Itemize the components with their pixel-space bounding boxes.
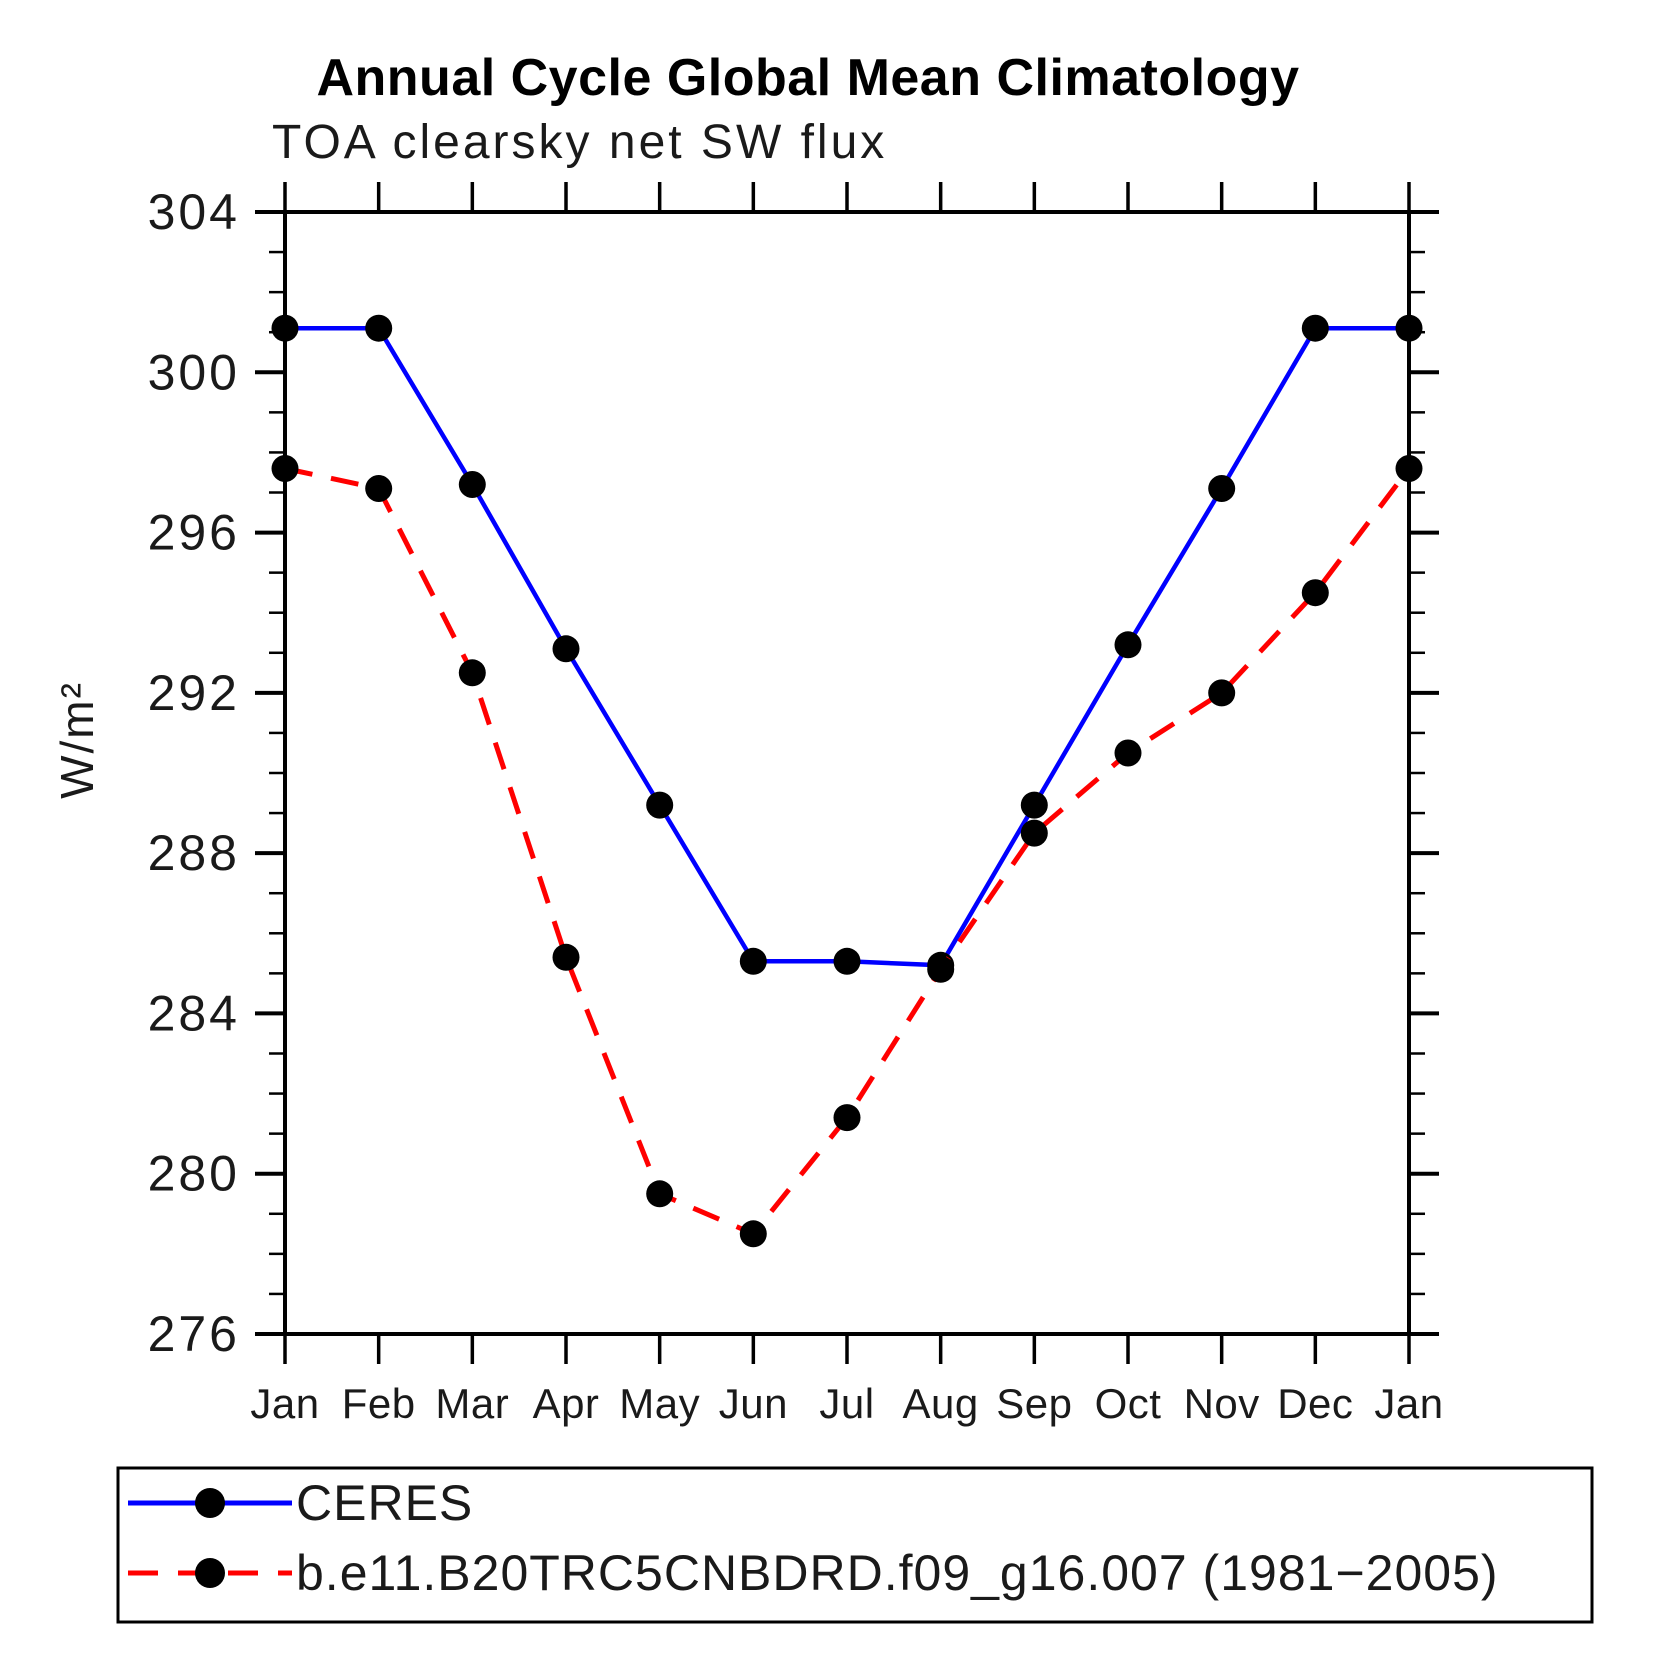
legend: CERES b.e11.B20TRC5CNBDRD.f09_g16.007 (1… [116, 1466, 1594, 1624]
y-tick-label: 280 [148, 1146, 240, 1202]
series-0-marker [1301, 314, 1329, 342]
x-tick-label: Jan [250, 1380, 319, 1427]
chart-subtitle: TOA clearsky net SW flux [272, 116, 887, 169]
x-tick-label: Jan [1374, 1380, 1443, 1427]
series-1-marker [1020, 819, 1048, 847]
series-0-marker [646, 791, 674, 819]
y-tick-label: 284 [148, 985, 240, 1041]
series-line-0 [285, 325, 1409, 968]
series-0-marker [271, 314, 299, 342]
series-0-marker [739, 947, 767, 975]
x-tick-label: Feb [342, 1380, 416, 1427]
y-axis-label: W/m² [51, 681, 103, 799]
series-1-marker [927, 955, 955, 983]
series-0-marker [1114, 631, 1142, 659]
y-tick-label: 296 [148, 505, 240, 561]
legend-box [116, 1466, 1594, 1624]
y-tick-label: 300 [148, 344, 240, 400]
series-0-marker [1395, 314, 1423, 342]
series-0-marker [1208, 475, 1236, 502]
x-tick-label: May [619, 1380, 700, 1427]
chart-title: Annual Cycle Global Mean Climatology [316, 49, 1299, 107]
y-tick-label: 288 [148, 825, 240, 881]
series-0-marker [1020, 791, 1048, 819]
x-tick-label: Oct [1095, 1380, 1162, 1427]
series-1-marker [1208, 679, 1236, 707]
x-tick-label: Nov [1184, 1380, 1260, 1427]
y-tick-label: 292 [148, 665, 240, 721]
y-tick-label: 276 [148, 1306, 240, 1362]
x-tick-label: Aug [903, 1380, 979, 1427]
series-0-marker [365, 314, 393, 342]
data-series [271, 314, 1423, 1248]
series-0-marker [833, 947, 861, 975]
x-tick-label: Mar [435, 1380, 509, 1427]
series-1-marker [552, 943, 580, 971]
legend-label-model: b.e11.B20TRC5CNBDRD.f09_g16.007 (1981−20… [296, 1545, 1499, 1601]
x-tick-label: Sep [996, 1380, 1072, 1427]
series-1-marker [271, 455, 299, 482]
series-1-marker [739, 1220, 767, 1248]
x-tick-label: Dec [1277, 1380, 1353, 1427]
series-0-marker [458, 471, 486, 498]
legend-marker-ceres [195, 1488, 225, 1518]
series-1-marker [646, 1180, 674, 1208]
x-tick-label: Jul [819, 1380, 874, 1427]
series-1-marker [458, 659, 486, 687]
series-1-marker [1395, 455, 1423, 482]
x-tick-label: Apr [533, 1380, 600, 1427]
y-tick-label: 304 [148, 184, 240, 240]
axes: 276 280 284 288 292 296 300 304 Jan Feb Mar Apr May J… [148, 182, 1443, 1427]
plot-border [283, 210, 1411, 1336]
legend-label-ceres: CERES [296, 1475, 473, 1531]
series-1-marker [1301, 579, 1329, 607]
legend-marker-model [195, 1558, 225, 1588]
series-1-marker [1114, 739, 1142, 767]
series-1-marker [833, 1104, 861, 1132]
series-1-marker [365, 475, 393, 502]
series-0-marker [552, 635, 580, 663]
x-tick-label: Jun [719, 1380, 788, 1427]
